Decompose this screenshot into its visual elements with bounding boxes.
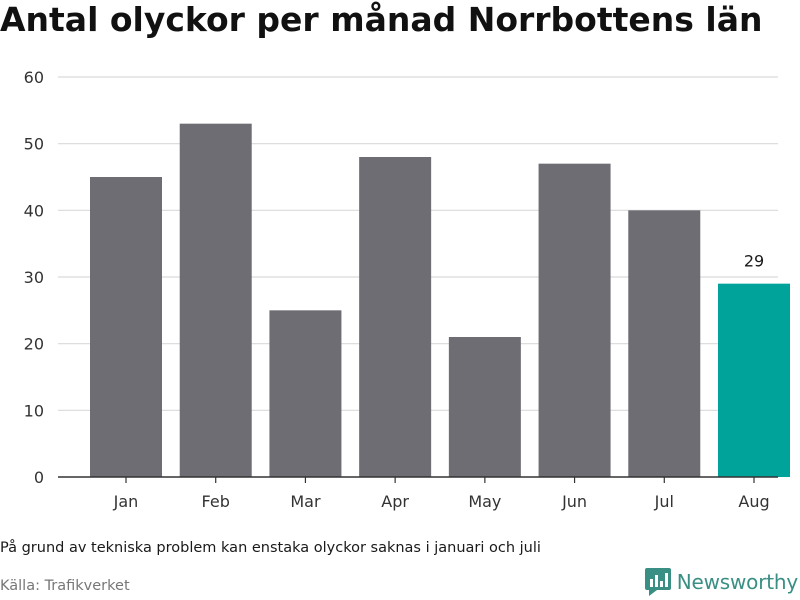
y-axis-ticks: 0 10 20 30 40 50 60	[24, 68, 44, 487]
brand-name: Newsworthy	[676, 570, 798, 594]
bar-jul[interactable]	[628, 210, 701, 478]
bar-jan[interactable]	[90, 177, 162, 477]
bar-aug[interactable]	[718, 283, 790, 477]
footnote: På grund av tekniska problem kan enstaka…	[0, 540, 541, 556]
chart-title: Antal olyckor per månad Norrbottens län	[0, 0, 763, 39]
source-credit: Källa: Trafikverket	[0, 578, 130, 594]
bar-mar[interactable]	[269, 310, 342, 477]
x-tick-label: Mar	[290, 492, 321, 511]
y-tick-label: 0	[34, 468, 44, 487]
y-tick-label: 10	[24, 401, 44, 420]
newsworthy-bar-chart-icon	[644, 568, 671, 596]
bars	[90, 123, 790, 478]
x-tick-label: May	[468, 492, 501, 511]
x-tick-label: Jul	[654, 492, 674, 511]
x-tick-label: Jun	[561, 492, 587, 511]
bar-feb[interactable]	[179, 123, 252, 478]
y-tick-label: 30	[24, 268, 44, 287]
y-tick-label: 20	[24, 335, 44, 354]
bar-apr[interactable]	[359, 157, 432, 477]
y-tick-label: 40	[24, 201, 44, 220]
data-label: 29	[744, 252, 764, 271]
y-tick-label: 50	[24, 135, 44, 154]
x-tick-label: Jan	[113, 492, 139, 511]
brand-logo[interactable]: Newsworthy	[644, 568, 798, 596]
bar-jun[interactable]	[538, 163, 611, 477]
data-labels: 29	[744, 252, 764, 271]
bar-chart: 0 10 20 30 40 50 60 Jan Feb Mar Apr May Jun Jul Aug 2…	[24, 68, 790, 511]
bar-may[interactable]	[448, 337, 521, 477]
y-tick-label: 60	[24, 68, 44, 87]
x-tick-label: Feb	[202, 492, 230, 511]
x-axis-ticks: Jan Feb Mar Apr May Jun Jul Aug	[113, 477, 770, 511]
x-tick-label: Aug	[738, 492, 769, 511]
x-tick-label: Apr	[381, 492, 409, 511]
